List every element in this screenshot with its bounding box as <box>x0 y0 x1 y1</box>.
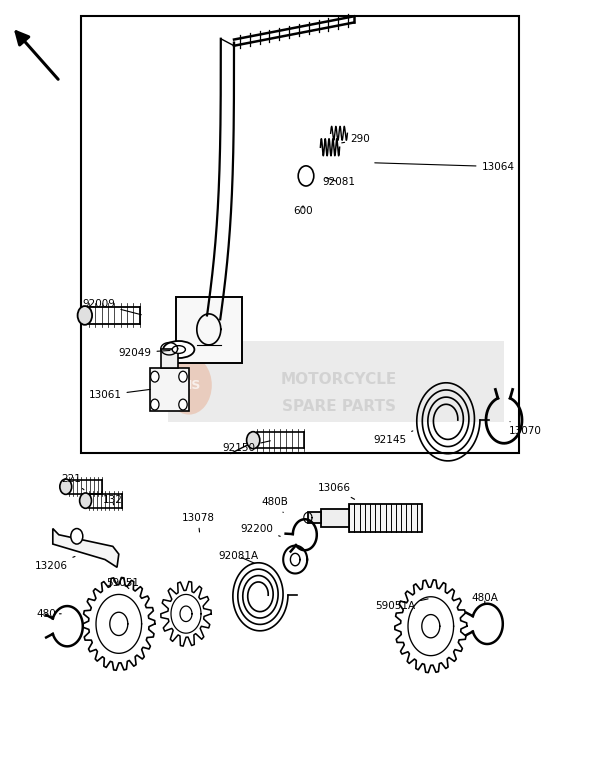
Text: 13066: 13066 <box>319 484 355 499</box>
Text: MOTORCYCLE: MOTORCYCLE <box>281 372 397 388</box>
Circle shape <box>166 356 212 415</box>
Circle shape <box>151 371 159 382</box>
Bar <box>321 508 349 527</box>
Text: 92009: 92009 <box>83 299 142 315</box>
Bar <box>349 504 422 532</box>
Text: 92145: 92145 <box>373 431 413 445</box>
Circle shape <box>80 493 91 508</box>
Text: 480: 480 <box>37 609 61 618</box>
Circle shape <box>179 399 187 410</box>
Text: 13070: 13070 <box>509 422 541 436</box>
Text: 13064: 13064 <box>375 162 515 171</box>
Text: 92081A: 92081A <box>219 552 259 563</box>
Circle shape <box>71 529 83 544</box>
Text: 480A: 480A <box>472 594 498 603</box>
Text: 600: 600 <box>293 206 313 215</box>
Circle shape <box>179 371 187 382</box>
Text: 92150: 92150 <box>223 441 270 453</box>
Bar <box>161 349 178 368</box>
Circle shape <box>151 399 159 410</box>
Circle shape <box>247 432 260 449</box>
Text: 92049: 92049 <box>119 348 170 357</box>
Text: 132: 132 <box>103 495 123 505</box>
Bar <box>308 512 321 523</box>
Text: 13061: 13061 <box>89 389 150 400</box>
Text: 290: 290 <box>342 135 370 144</box>
Circle shape <box>298 166 314 186</box>
Text: 92200: 92200 <box>241 524 280 536</box>
Bar <box>81 16 519 453</box>
Polygon shape <box>53 529 119 567</box>
Bar <box>176 297 242 363</box>
Bar <box>168 341 504 422</box>
Circle shape <box>60 479 72 494</box>
Ellipse shape <box>163 341 194 358</box>
Text: 59051: 59051 <box>107 578 139 588</box>
Text: 480B: 480B <box>262 498 288 512</box>
Text: 221: 221 <box>61 474 84 490</box>
Text: MS: MS <box>180 379 202 391</box>
Text: 59051A: 59051A <box>375 599 428 611</box>
Circle shape <box>77 306 92 325</box>
Text: 92081: 92081 <box>323 177 355 187</box>
Bar <box>150 368 189 411</box>
Text: 13078: 13078 <box>182 513 215 532</box>
Ellipse shape <box>172 346 185 353</box>
Text: 13206: 13206 <box>35 556 75 570</box>
Text: SPARE PARTS: SPARE PARTS <box>282 399 396 415</box>
